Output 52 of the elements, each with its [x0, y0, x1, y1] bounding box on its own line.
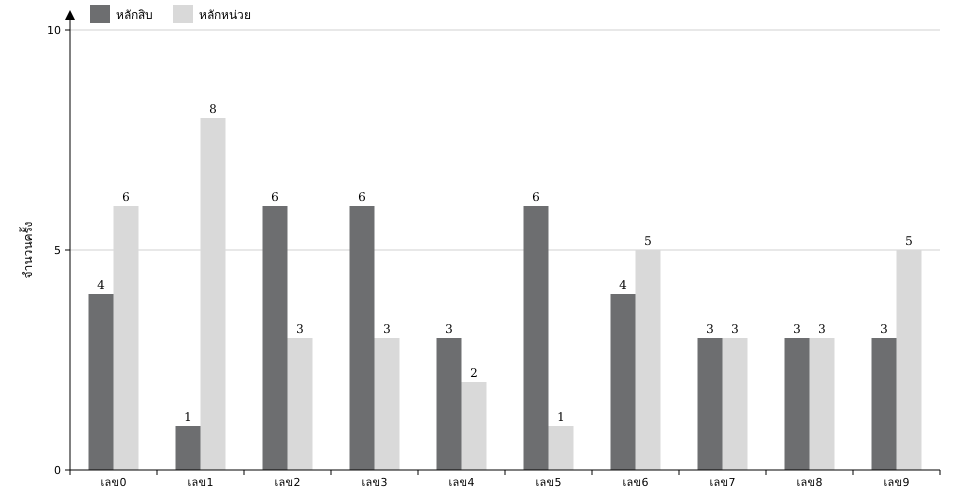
x-tick-label: เลข0	[100, 476, 126, 489]
y-tick-label: 5	[54, 244, 61, 257]
bar	[548, 426, 574, 470]
data-label: 5	[905, 234, 913, 248]
bar	[350, 206, 374, 470]
y-tick-label: 10	[47, 24, 61, 37]
bar	[524, 206, 548, 470]
x-tick-label: เลข6	[622, 476, 648, 489]
data-label: 4	[619, 278, 628, 292]
bar	[288, 338, 312, 470]
x-tick-label: เลข2	[274, 476, 300, 489]
bar	[784, 338, 810, 470]
legend-label: หลักสิบ	[116, 8, 153, 22]
x-tick-label: เลข9	[884, 476, 910, 489]
bar	[872, 338, 896, 470]
data-label: 1	[184, 410, 192, 424]
bar	[436, 338, 462, 470]
y-tick-label: 0	[54, 464, 61, 477]
data-label: 4	[97, 278, 106, 292]
bar	[262, 206, 288, 470]
data-label: 8	[209, 102, 217, 116]
y-axis-title: จำนวนครั้ง	[19, 222, 35, 278]
legend-label: หลักหน่วย	[199, 8, 251, 22]
data-label: 3	[880, 322, 888, 336]
data-label: 3	[445, 322, 453, 336]
bar	[698, 338, 722, 470]
bar	[374, 338, 400, 470]
x-tick-label: เลข3	[362, 476, 388, 489]
data-label: 6	[271, 190, 279, 204]
data-label: 3	[706, 322, 714, 336]
data-label: 3	[731, 322, 739, 336]
x-tick-label: เลข8	[796, 476, 822, 489]
data-label: 3	[818, 322, 826, 336]
bar	[810, 338, 834, 470]
data-label: 5	[644, 234, 652, 248]
bar	[88, 294, 114, 470]
data-label: 3	[793, 322, 801, 336]
data-label: 2	[470, 366, 478, 380]
data-label: 3	[296, 322, 304, 336]
x-tick-label: เลข5	[536, 476, 562, 489]
x-tick-label: เลข7	[710, 476, 736, 489]
data-label: 6	[122, 190, 130, 204]
data-label: 6	[358, 190, 366, 204]
data-label: 1	[557, 410, 565, 424]
data-label: 3	[383, 322, 391, 336]
data-label: 6	[532, 190, 540, 204]
x-tick-label: เลข4	[448, 476, 474, 489]
bar	[462, 382, 486, 470]
bar	[722, 338, 748, 470]
x-tick-label: เลข1	[188, 476, 214, 489]
bar	[176, 426, 200, 470]
bar	[610, 294, 636, 470]
